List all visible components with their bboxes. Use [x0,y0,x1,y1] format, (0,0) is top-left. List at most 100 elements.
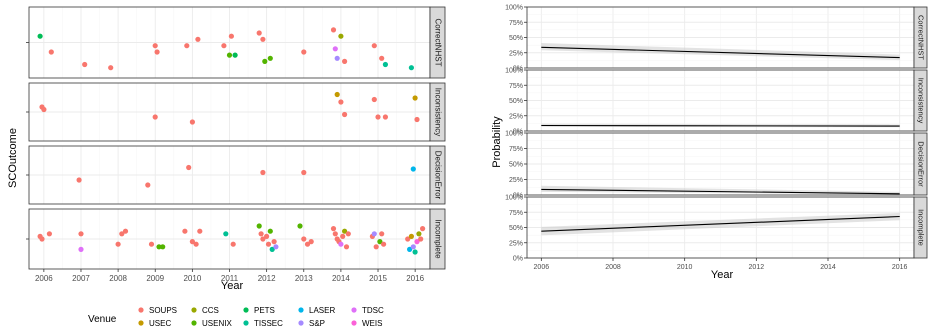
scatter-point-soups [332,231,338,237]
scatter-point-tissec [408,65,414,71]
scatter-point-pets [37,33,43,39]
probability-facet-incomplete: 0% 25% 50% 75% 100% Incomplete [505,195,928,263]
scatter-point-soups [221,43,227,49]
y-tick-label: 100% [505,68,523,75]
x-tick-label: 2014 [820,264,836,271]
scatter-point-usec [408,233,414,239]
scatter-point-tissec [382,61,388,68]
probability-facet-decisionerror: 0% 25% 50% 75% 100% DecisionError [505,131,928,200]
legend-item-tdsc: TDSC [351,306,384,315]
fitted-line [541,215,900,232]
scatter-point-soups [371,96,377,103]
scatter-point-soups [152,43,158,49]
x-tick-label: 2009 [146,274,164,283]
y-tick-label: 25% [509,50,523,57]
scatter-point-ccs [416,231,422,237]
scatter-point-soups [382,114,388,120]
y-tick-label: 0% [513,256,523,263]
x-tick-label: 2011 [221,274,239,283]
scatter-point-soups [301,236,307,242]
legend-item-usenix: USENIX [191,319,232,328]
y-tick-label: 50% [509,35,523,42]
scatter-point-soups [182,228,188,234]
scatter-point-soups [260,236,266,242]
legend-label: PETS [254,306,275,315]
scatter-point-soups [342,111,348,118]
legend-key [191,320,197,326]
scatter-point-soups [271,239,277,245]
probability-facet-inconsistency: 0% 25% 50% 75% 100% Inconsistency [505,68,928,136]
probability-x-axis: 2006 2008 2010 2012 2014 2016 [534,258,908,271]
legend-key [138,320,144,326]
scatter-point-s-p [273,244,279,250]
y-tick-label: 50% [509,225,523,232]
scatter-point-usenix [156,244,162,250]
scatter-point-soups [308,239,314,245]
facet-strip [429,208,446,270]
scatter-point-soups [48,49,54,55]
scatter-point-tdsc [332,46,338,52]
scatter-point-soups [145,182,151,188]
legend-label: USEC [149,319,171,328]
facet-strip [913,69,928,132]
scatter-point-soups [148,241,155,247]
confidence-band [541,43,900,61]
x-tick-label: 2016 [892,264,908,271]
facet-strip-label: CorrectNHST [917,15,926,60]
facet-strip [913,132,928,196]
scatter-point-soups [230,241,236,247]
facet-strip-label: Inconsistency [917,78,926,124]
scatter-point-weis [414,239,420,245]
facet-strip [429,145,446,205]
legend-item-s-p: S&P [298,319,325,328]
scatter-point-soups [405,236,411,242]
scatter-point-tdsc [338,241,344,247]
x-tick-label: 2006 [35,274,53,283]
legend-item-ccs: CCS [191,306,219,315]
scatter-point-usenix [256,223,262,229]
scatter-point-usec [412,95,418,101]
probability-x-axis-title: Year [711,269,734,281]
legend-key [298,307,304,313]
scatter-point-soups [414,116,420,123]
scatter-facet-inconsistency: Inconsistency [26,82,446,142]
legend-key [351,320,357,326]
scatter-point-tissec [412,249,418,255]
fitted-line [541,188,900,195]
x-tick-label: 2012 [749,264,765,271]
scatter-point-s-p [410,244,416,250]
scatter-point-soups [343,244,350,250]
facet-strip-label: DecisionError [433,151,442,200]
facet-strip-label: Inconsistency [433,88,442,136]
scatter-point-soups [301,169,307,176]
scatter-point-soups [330,27,337,33]
scatter-point-soups [122,228,129,234]
x-tick-label: 2010 [677,264,693,271]
facet-strip [429,6,446,79]
scatter-x-axis: 2006 2007 2008 2009 2010 2011 2012 2013 2014 2015… [35,269,425,283]
scatter-point-soups [76,177,82,183]
scatter-point-soups [228,33,234,39]
scatter-point-soups [195,36,201,42]
scatter-point-soups [260,36,266,42]
facet-strip [913,6,928,69]
scatter-point-soups [184,43,190,49]
scatter-point-soups [340,233,346,239]
y-tick-label: 25% [509,240,523,247]
legend-item-soups: SOUPS [138,306,177,315]
probability-y-axis-title: Probability [491,116,503,168]
scatter-point-soups [119,231,125,237]
y-tick-label: 50% [509,98,523,105]
legend-key [298,320,304,326]
scatter-point-soups [41,106,47,113]
scatter-y-axis-title: SCOutcome [7,128,19,188]
scatter-point-tissec [269,246,275,252]
legend-item-usec: USEC [138,319,171,328]
scatter-point-soups [258,231,264,237]
scatter-point-laser [407,246,413,252]
facet-strip [913,196,928,259]
legend-item-tissec: TISSEC [243,319,283,328]
scatter-point-usenix [297,223,303,229]
scatter-point-soups [264,233,270,239]
scatter-point-soups [186,164,192,171]
